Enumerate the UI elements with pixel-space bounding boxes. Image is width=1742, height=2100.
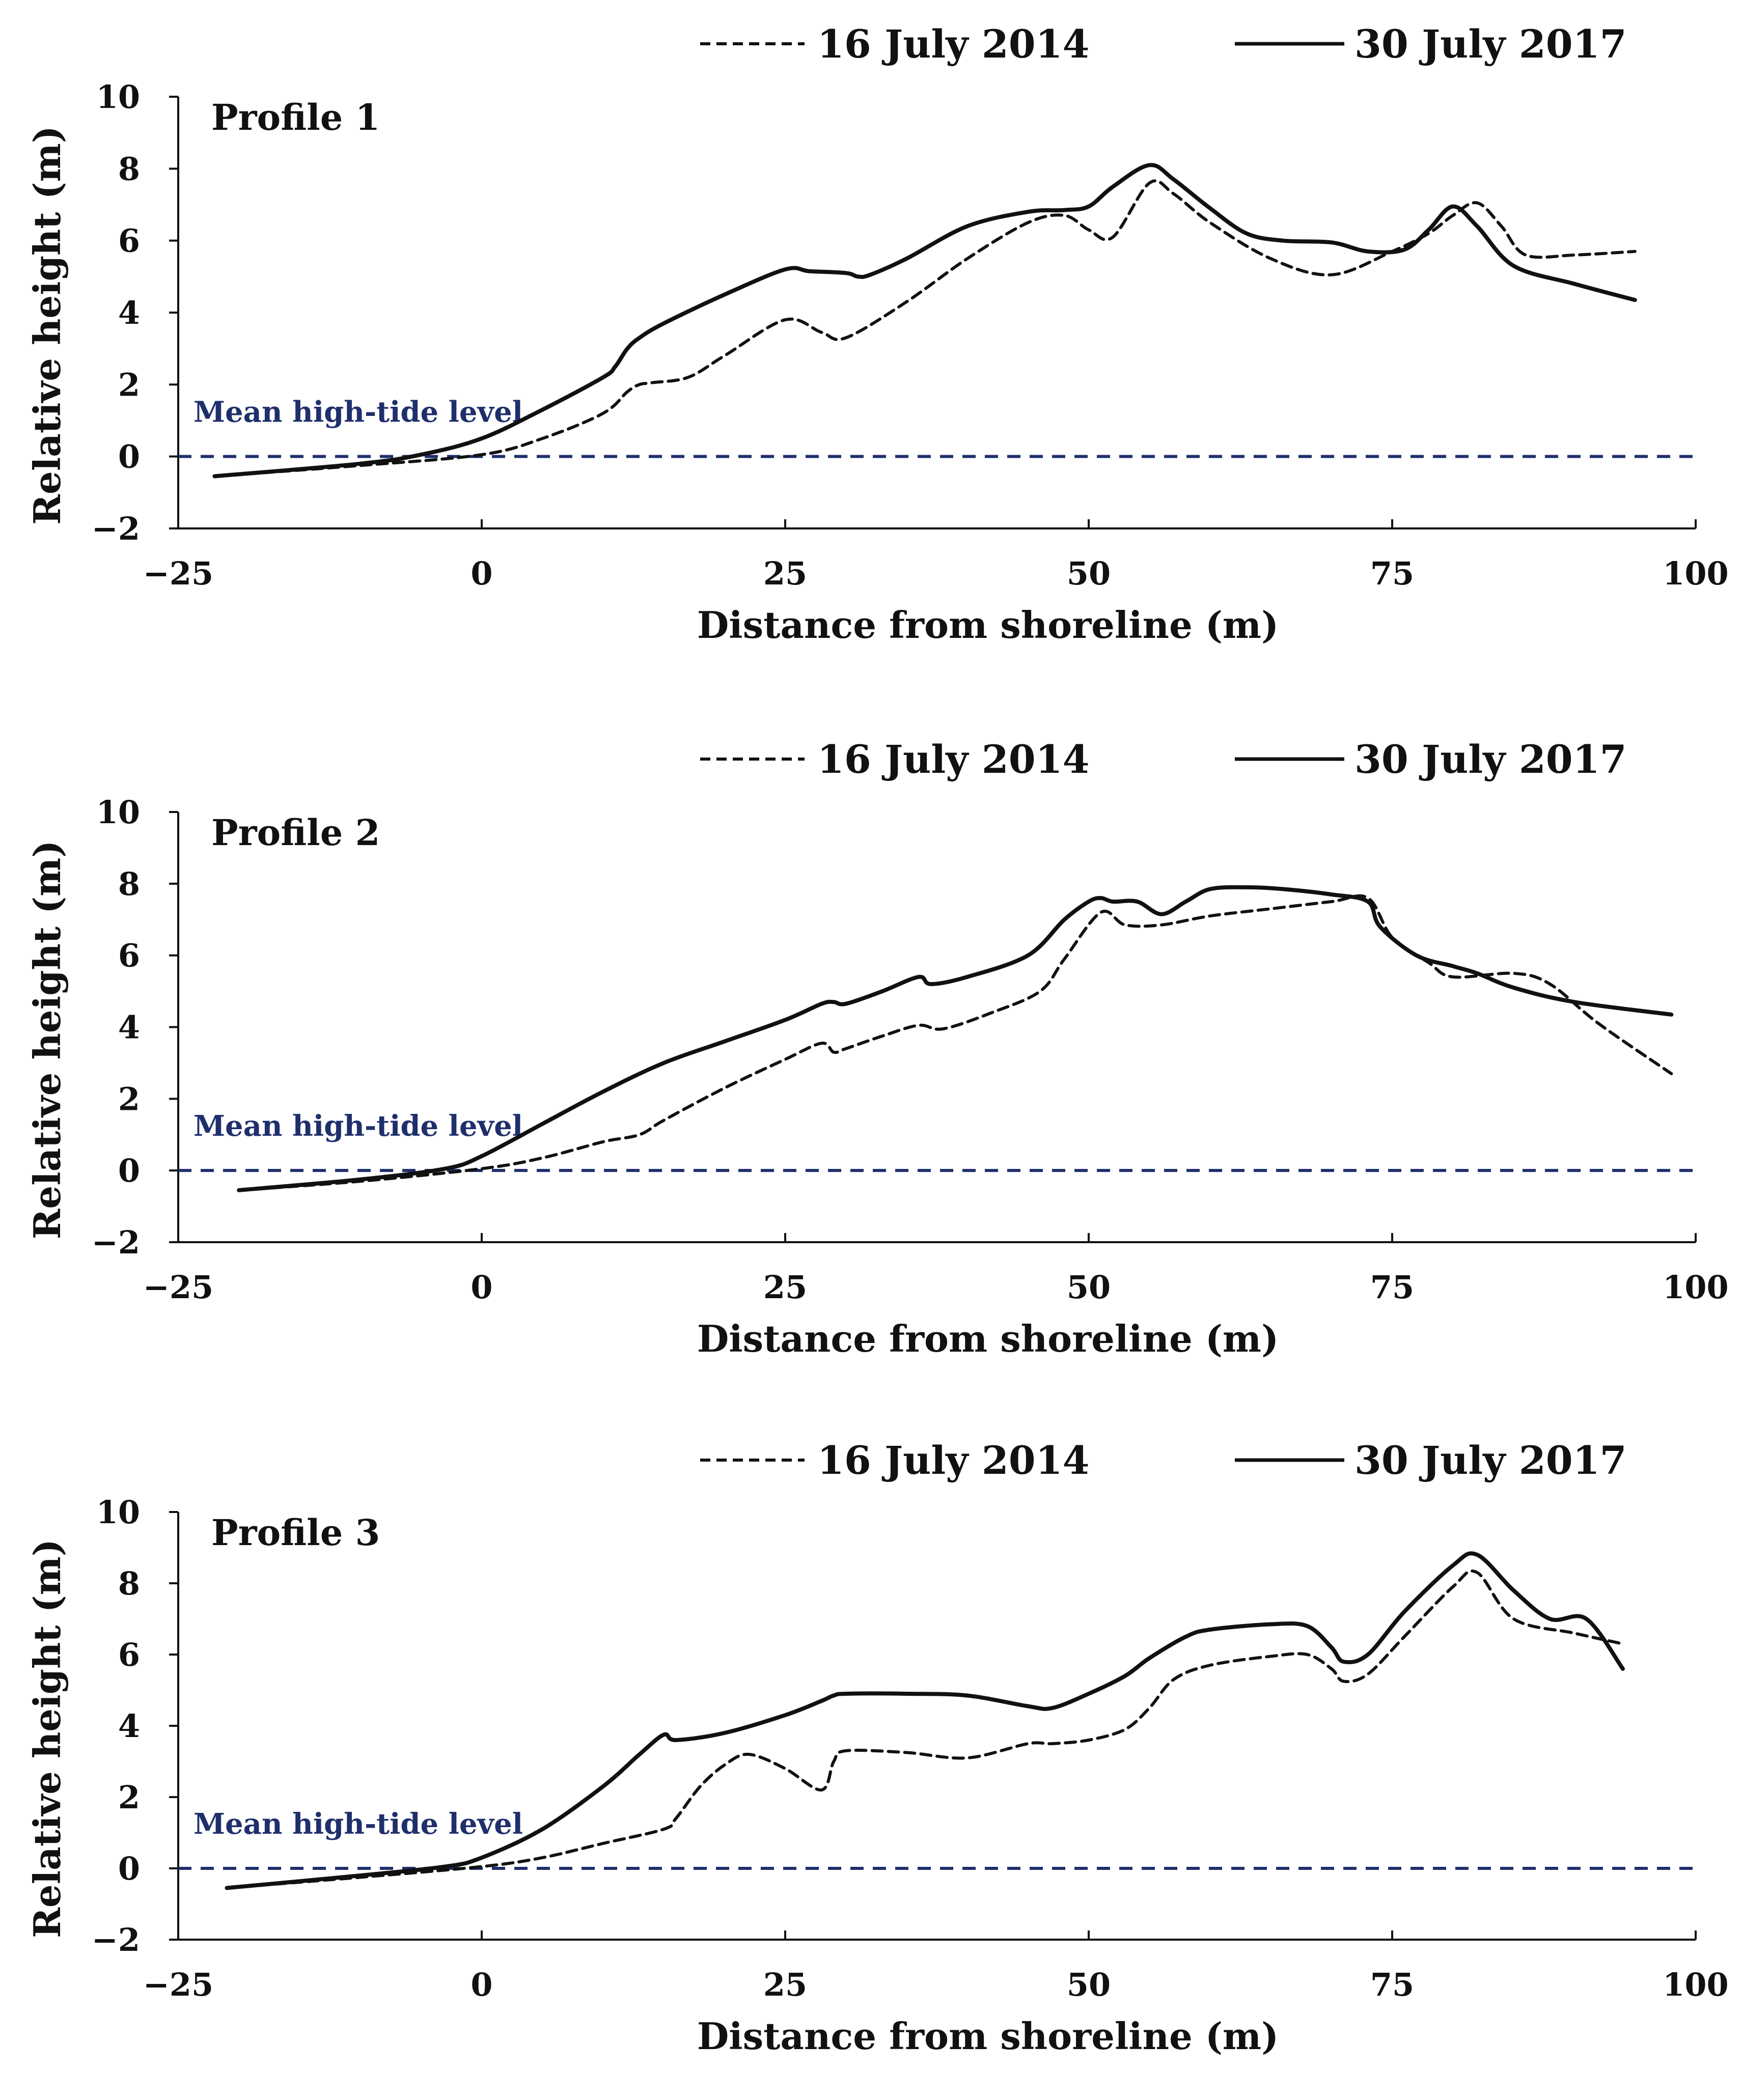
y-tick-label: 2 (118, 1080, 140, 1117)
y-axis-title: Relative height (m) (25, 126, 69, 525)
x-tick-label: 75 (1370, 1269, 1414, 1306)
y-tick-label: 8 (118, 1565, 140, 1602)
series-line-2014 (213, 179, 1637, 478)
x-tick-label: 25 (763, 1269, 807, 1306)
profile-panel-2: −2 0 2 4 6 8 10 −25 0 25 50 75 100 Distance from shor… (25, 737, 1729, 1360)
series-line-2014 (225, 1569, 1624, 1890)
y-tick-label: 4 (118, 294, 140, 331)
x-tick-label: 25 (763, 1966, 807, 2003)
x-tick-label: 0 (471, 555, 492, 592)
y-tick-label: 0 (118, 1152, 140, 1189)
legend: 16 July 2014 30 July 2017 (700, 737, 1626, 782)
y-tick-label: 6 (118, 1636, 140, 1673)
y-axis-title: Relative height (m) (25, 841, 69, 1240)
x-tick-label: 25 (763, 555, 807, 592)
mean-high-tide-label: Mean high-tide level (193, 1109, 523, 1143)
legend-label: 30 July 2017 (1354, 737, 1626, 782)
x-tick-label: 100 (1663, 1966, 1728, 2003)
x-tick-label: 0 (471, 1966, 492, 2003)
legend-label: 16 July 2014 (817, 1438, 1089, 1483)
y-tick-label: 10 (96, 1494, 140, 1531)
mean-high-tide-label: Mean high-tide level (193, 396, 523, 429)
x-tick-label: 50 (1067, 555, 1111, 592)
x-tick-label: 100 (1663, 555, 1728, 592)
profile-panel-3: −2 0 2 4 6 8 10 −25 0 25 50 75 100 Distance from shor… (25, 1438, 1729, 2058)
y-tick-label: 10 (96, 794, 140, 831)
legend-label: 16 July 2014 (817, 737, 1089, 782)
y-tick-label: −2 (92, 1224, 140, 1261)
y-tick-label: 8 (118, 150, 140, 187)
x-axis-title: Distance from shoreline (m) (697, 2014, 1279, 2058)
x-tick-label: −25 (143, 555, 213, 592)
y-tick-label: 4 (118, 1707, 140, 1745)
x-tick-label: 50 (1067, 1966, 1111, 2003)
y-tick-label: 2 (118, 366, 140, 403)
legend-label: 30 July 2017 (1354, 1438, 1626, 1483)
y-tick-label: 10 (96, 78, 140, 116)
legend: 16 July 2014 30 July 2017 (700, 21, 1626, 67)
x-tick-label: 50 (1067, 1269, 1111, 1306)
series-line-2017 (225, 1551, 1625, 1890)
y-axis-title: Relative height (m) (25, 1539, 69, 1938)
profile-panel-1: −2 0 2 4 6 8 10 −25 0 25 50 75 100 Distance from shor… (25, 21, 1729, 647)
x-tick-label: −25 (143, 1269, 213, 1306)
legend: 16 July 2014 30 July 2017 (700, 1438, 1626, 1483)
y-tick-label: −2 (92, 1921, 140, 1958)
y-tick-label: 4 (118, 1009, 140, 1046)
x-tick-label: 100 (1663, 1269, 1728, 1306)
panel-label: Profile 2 (211, 811, 380, 854)
y-tick-label: 0 (118, 1850, 140, 1887)
mean-high-tide-label: Mean high-tide level (193, 1807, 523, 1841)
x-axis-title: Distance from shoreline (m) (697, 1317, 1279, 1360)
x-tick-label: 0 (471, 1269, 492, 1306)
x-tick-label: 75 (1370, 1966, 1414, 2003)
legend-label: 30 July 2017 (1354, 21, 1626, 67)
panel-label: Profile 1 (211, 96, 380, 138)
x-tick-label: 75 (1370, 555, 1414, 592)
series-line-2017 (212, 163, 1637, 479)
y-tick-label: −2 (92, 510, 140, 547)
y-tick-label: 6 (118, 222, 140, 260)
x-tick-label: −25 (143, 1966, 213, 2003)
series-line-2014 (237, 894, 1673, 1192)
y-tick-label: 8 (118, 865, 140, 903)
y-tick-label: 0 (118, 438, 140, 475)
panel-label: Profile 3 (211, 1511, 380, 1554)
legend-label: 16 July 2014 (817, 21, 1089, 67)
x-axis-title: Distance from shoreline (m) (697, 603, 1279, 647)
y-tick-label: 6 (118, 937, 140, 974)
y-tick-label: 2 (118, 1779, 140, 1816)
series-line-2017 (237, 885, 1674, 1192)
